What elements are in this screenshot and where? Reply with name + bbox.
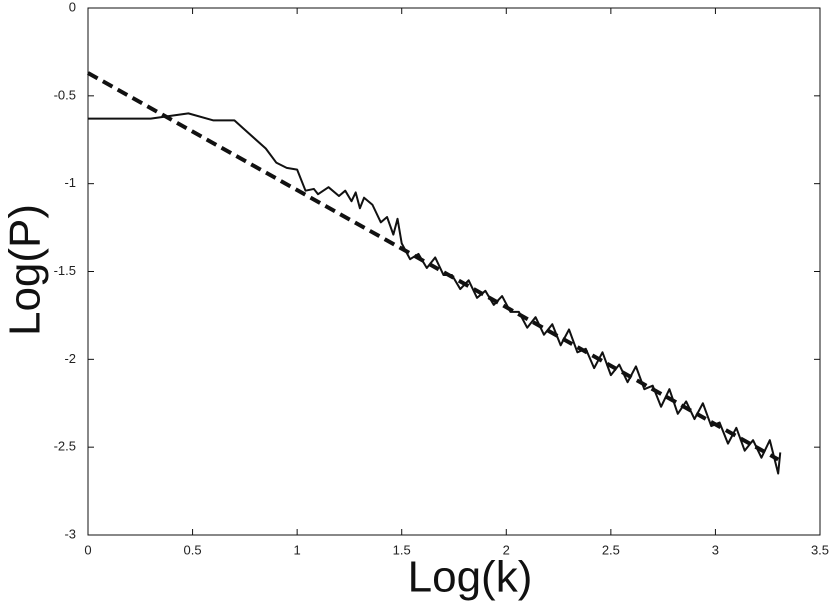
y-tick-label: -3 (64, 526, 76, 541)
y-tick-label: -2 (64, 351, 76, 366)
fit-line (87, 71, 780, 462)
y-axis-label: Log(P) (1, 204, 50, 336)
y-tick-label: -1 (64, 175, 76, 190)
x-tick-label: 3.5 (811, 542, 829, 557)
x-tick-label: 2.5 (602, 542, 620, 557)
x-tick-label: 1.5 (393, 542, 411, 557)
x-tick-label: 0.5 (184, 542, 202, 557)
x-tick-label: 3 (712, 542, 719, 557)
x-tick-label: 1 (294, 542, 301, 557)
data-line (88, 112, 782, 475)
x-tick-label: 0 (84, 542, 91, 557)
y-tick-label: 0 (69, 0, 76, 14)
x-tick-label: 2 (503, 542, 510, 557)
x-axis-label: Log(k) (408, 553, 533, 602)
y-tick-label: -2.5 (54, 439, 76, 454)
y-tick-label: -0.5 (54, 87, 76, 102)
y-tick-label: -1.5 (54, 263, 76, 278)
plot-frame (87, 7, 821, 536)
